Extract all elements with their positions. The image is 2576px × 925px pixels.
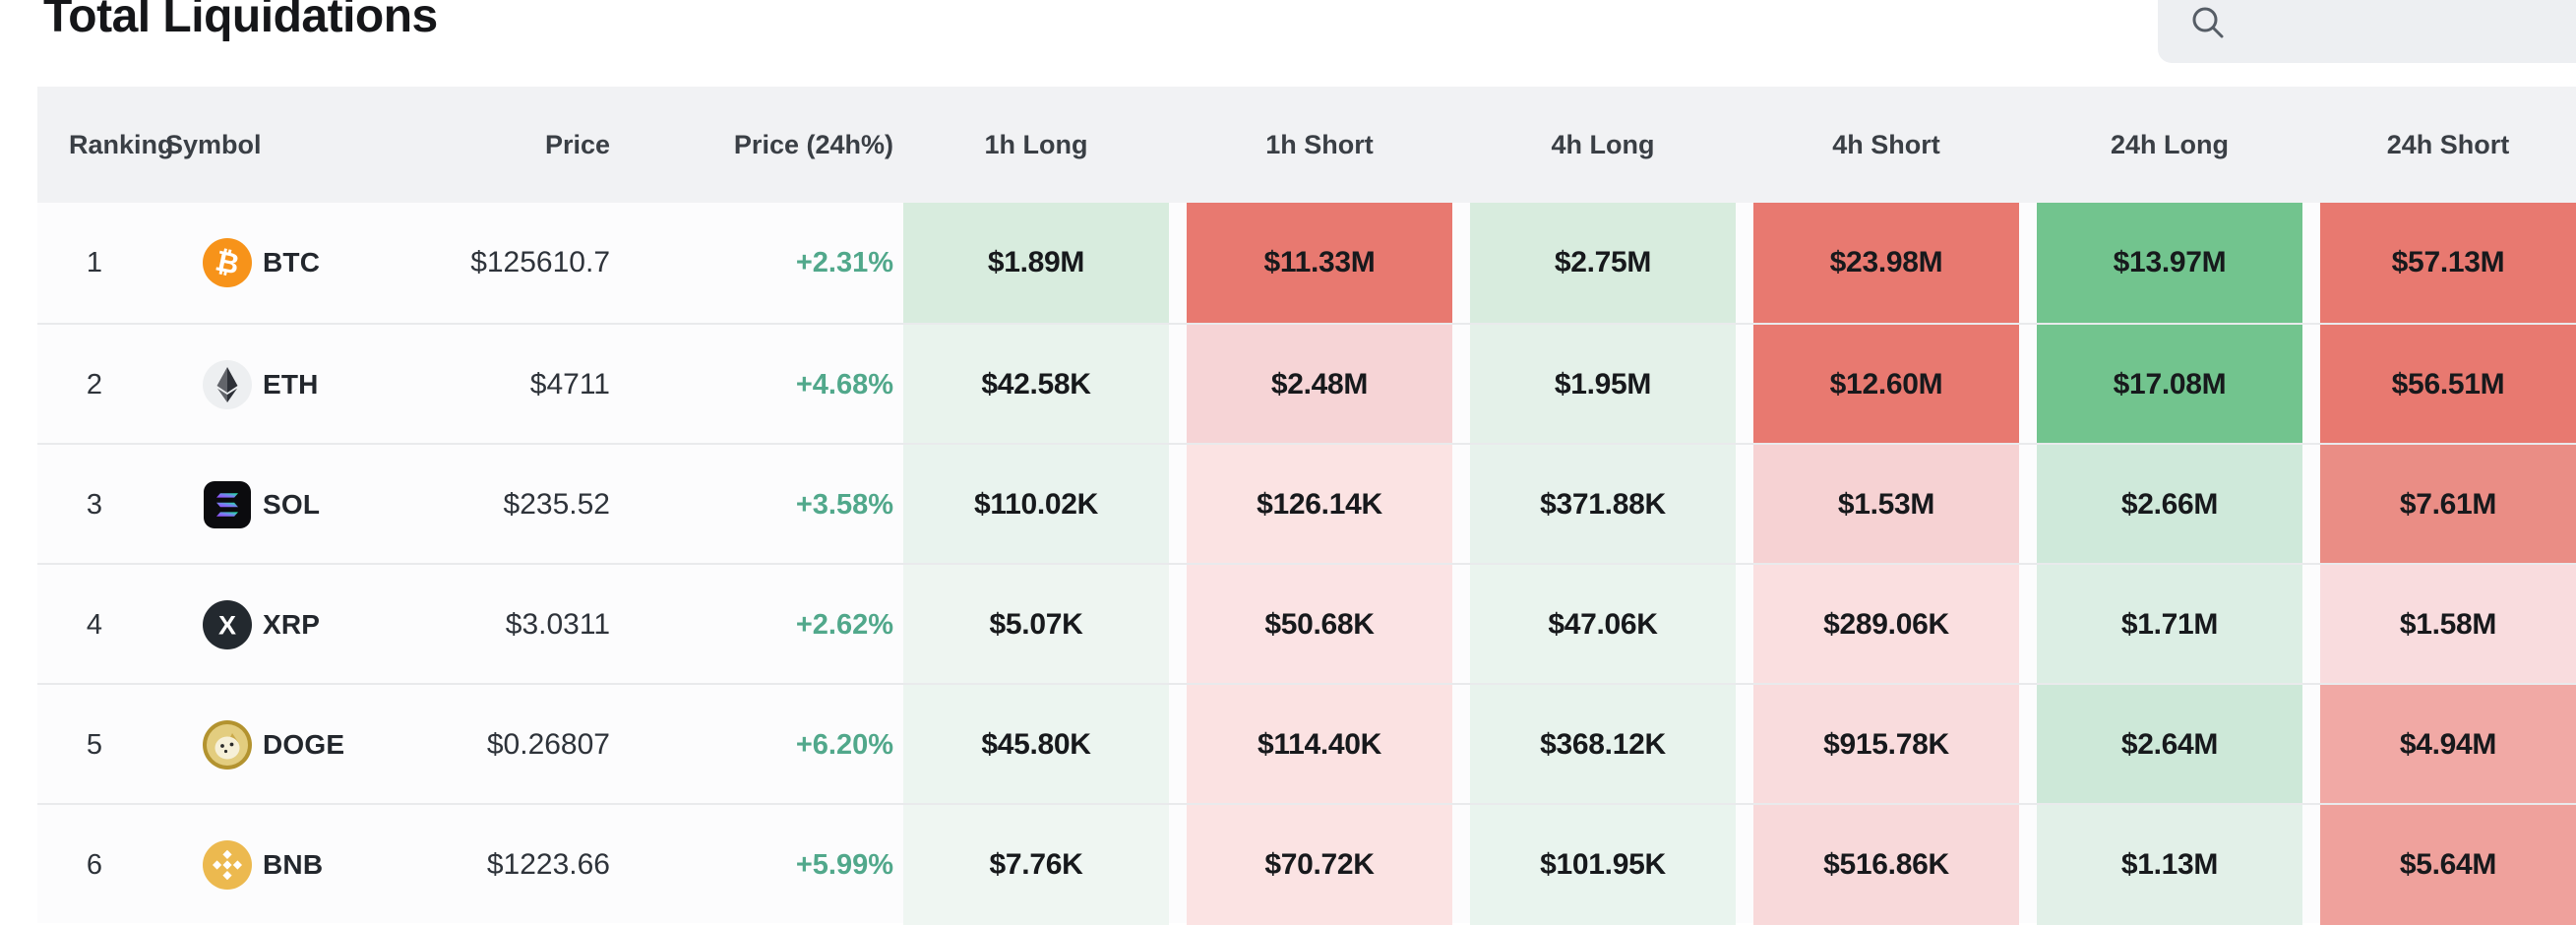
liquidation-cell-4h-long: $47.06K — [1470, 565, 1736, 685]
price-value: $3.0311 — [505, 608, 610, 641]
liquidations-table: Ranking Symbol Price Price (24h%) 1h Lon… — [37, 87, 2576, 925]
doge-icon — [203, 720, 252, 770]
table-body: 1 ₿ BTC $125610.7 +2.31% $1.89M $11.33M … — [37, 203, 2576, 925]
liquidation-cell-1h-long: $5.07K — [903, 565, 1169, 685]
symbol-cell[interactable]: X XRP — [165, 565, 411, 685]
rank-value: 2 — [86, 368, 103, 401]
sol-icon — [203, 480, 252, 529]
liquidation-cell-4h-short: $289.06K — [1753, 565, 2019, 685]
rank-value: 3 — [86, 488, 103, 521]
liquidation-cell-24h-long: $1.71M — [2037, 565, 2302, 685]
liquidation-cell-4h-short: $1.53M — [1753, 445, 2019, 565]
price-value: $1223.66 — [486, 848, 610, 881]
col-header-4h-short[interactable]: 4h Short — [1832, 129, 1940, 159]
liquidation-cell-24h-short: $4.94M — [2320, 685, 2576, 805]
liquidation-cell-4h-long: $371.88K — [1470, 445, 1736, 565]
liquidation-cell-24h-short: $57.13M — [2320, 203, 2576, 323]
rank-value: 1 — [86, 246, 103, 278]
liquidation-cell-24h-long: $2.64M — [2037, 685, 2302, 805]
symbol-label: BTC — [263, 247, 321, 278]
symbol-label: XRP — [263, 609, 321, 640]
price-change-24h: +3.58% — [795, 488, 893, 521]
bnb-icon — [203, 840, 252, 890]
table-row[interactable]: 4 X XRP $3.0311 +2.62% $5.07K $50.68K $4… — [37, 563, 2576, 685]
eth-icon — [203, 360, 252, 409]
search-icon — [2187, 2, 2231, 45]
symbol-label: BNB — [263, 849, 324, 880]
liquidation-cell-4h-long: $368.12K — [1470, 685, 1736, 805]
search-input[interactable] — [2158, 0, 2576, 63]
table-row[interactable]: 6 BNB $1223.66 +5.99% $7.76K $70.72K $10… — [37, 803, 2576, 925]
liquidation-cell-4h-long: $101.95K — [1470, 805, 1736, 925]
table-row[interactable]: 5 DOGE $0.26807 +6.20% $45.80K $114.40K … — [37, 683, 2576, 805]
liquidation-cell-24h-long: $1.13M — [2037, 805, 2302, 925]
col-header-price[interactable]: Price — [544, 129, 610, 159]
liquidation-cell-1h-long: $42.58K — [903, 325, 1169, 445]
btc-icon: ₿ — [203, 238, 252, 287]
table-row[interactable]: 1 ₿ BTC $125610.7 +2.31% $1.89M $11.33M … — [37, 203, 2576, 323]
table-header-row: Ranking Symbol Price Price (24h%) 1h Lon… — [37, 87, 2576, 203]
table-row[interactable]: 3 SOL $235.52 +3.58% $110.02K $126.14K $… — [37, 443, 2576, 565]
col-header-symbol[interactable]: Symbol — [165, 129, 262, 159]
liquidation-cell-4h-short: $915.78K — [1753, 685, 2019, 805]
rank-value: 6 — [86, 848, 103, 881]
price-change-24h: +4.68% — [795, 368, 893, 401]
liquidation-cell-1h-long: $110.02K — [903, 445, 1169, 565]
liquidation-cell-1h-long: $7.76K — [903, 805, 1169, 925]
liquidation-cell-24h-long: $17.08M — [2037, 325, 2302, 445]
liquidation-cell-24h-short: $56.51M — [2320, 325, 2576, 445]
symbol-cell[interactable]: ETH — [165, 325, 411, 445]
price-value: $235.52 — [503, 488, 610, 521]
liquidation-cell-1h-short: $2.48M — [1187, 325, 1452, 445]
liquidation-cell-1h-short: $114.40K — [1187, 685, 1452, 805]
liquidation-cell-1h-long: $1.89M — [903, 203, 1169, 323]
col-header-1h-short[interactable]: 1h Short — [1265, 129, 1374, 159]
liquidation-cell-24h-long: $2.66M — [2037, 445, 2302, 565]
liquidation-cell-1h-short: $11.33M — [1187, 203, 1452, 323]
liquidation-cell-24h-short: $7.61M — [2320, 445, 2576, 565]
liquidation-cell-24h-short: $1.58M — [2320, 565, 2576, 685]
liquidation-cell-4h-short: $12.60M — [1753, 325, 2019, 445]
symbol-cell[interactable]: ₿ BTC — [165, 203, 411, 323]
page-title: Total Liquidations — [43, 0, 438, 42]
price-value: $125610.7 — [470, 246, 610, 278]
liquidation-cell-1h-short: $70.72K — [1187, 805, 1452, 925]
symbol-label: SOL — [263, 489, 321, 520]
symbol-label: DOGE — [263, 729, 345, 760]
rank-value: 4 — [86, 608, 103, 641]
liquidation-cell-1h-long: $45.80K — [903, 685, 1169, 805]
liquidation-cell-4h-long: $1.95M — [1470, 325, 1736, 445]
price-value: $0.26807 — [486, 728, 610, 761]
col-header-4h-long[interactable]: 4h Long — [1551, 129, 1655, 159]
col-header-ranking[interactable]: Ranking — [69, 129, 174, 159]
col-header-price-24h[interactable]: Price (24h%) — [733, 129, 893, 159]
col-header-24h-short[interactable]: 24h Short — [2386, 129, 2510, 159]
col-header-24h-long[interactable]: 24h Long — [2111, 129, 2229, 159]
symbol-cell[interactable]: BNB — [165, 805, 411, 925]
price-change-24h: +2.62% — [795, 608, 893, 641]
rank-value: 5 — [86, 728, 103, 761]
price-value: $4711 — [529, 368, 610, 401]
price-change-24h: +5.99% — [795, 848, 893, 881]
price-change-24h: +6.20% — [795, 728, 893, 761]
liquidation-cell-4h-long: $2.75M — [1470, 203, 1736, 323]
xrp-icon: X — [203, 600, 252, 649]
liquidation-cell-4h-short: $23.98M — [1753, 203, 2019, 323]
symbol-cell[interactable]: DOGE — [165, 685, 411, 805]
liquidation-cell-4h-short: $516.86K — [1753, 805, 2019, 925]
svg-text:X: X — [218, 611, 236, 641]
price-change-24h: +2.31% — [795, 246, 893, 278]
liquidation-cell-24h-short: $5.64M — [2320, 805, 2576, 925]
symbol-cell[interactable]: SOL — [165, 445, 411, 565]
symbol-label: ETH — [263, 369, 319, 400]
liquidation-cell-1h-short: $50.68K — [1187, 565, 1452, 685]
col-header-1h-long[interactable]: 1h Long — [984, 129, 1088, 159]
liquidation-cell-1h-short: $126.14K — [1187, 445, 1452, 565]
table-row[interactable]: 2 ETH $4711 +4.68% $42.58K $2.48M $1.95M… — [37, 323, 2576, 445]
liquidation-cell-24h-long: $13.97M — [2037, 203, 2302, 323]
